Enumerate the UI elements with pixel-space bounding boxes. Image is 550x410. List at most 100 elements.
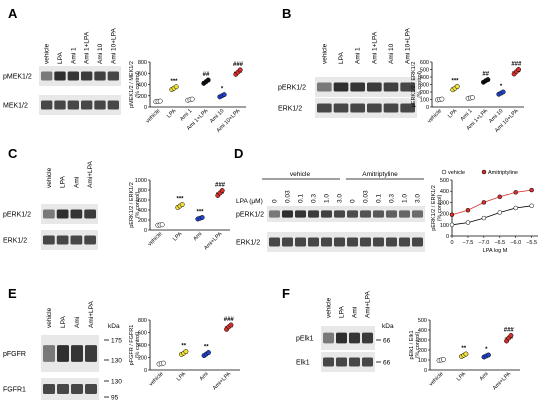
- lane-label: LPA: [57, 52, 64, 64]
- blot-band: [333, 82, 349, 92]
- y-tick-label: 400: [138, 343, 147, 349]
- kda-label: 95: [111, 395, 119, 402]
- data-point: [205, 77, 211, 83]
- lane-label-conc: 1.0: [402, 194, 409, 203]
- significance-label: **: [461, 346, 466, 352]
- blot-band: [67, 100, 79, 110]
- significance-label: ##: [203, 72, 210, 78]
- kda-label: 130: [111, 358, 122, 365]
- category-label: vehicle: [428, 371, 444, 387]
- panel-label-d: D: [234, 146, 243, 161]
- western-blots: vehicle LPA Ami 1 Ami 1+LPA Ami 10 Ami 10+LPA…: [3, 28, 425, 402]
- data-point: [463, 351, 469, 357]
- blot-band: [308, 210, 319, 218]
- significance-label: *: [485, 347, 488, 353]
- y-label-line: (% control): [417, 71, 423, 98]
- blot-band: [269, 210, 280, 218]
- blot-band: [70, 235, 83, 245]
- blot-band: [107, 100, 119, 110]
- category-label: vehicle: [148, 371, 164, 387]
- x-tick-label: −6.0: [510, 240, 521, 246]
- lane-label-conc: 0.3: [311, 194, 318, 203]
- blot-background: [41, 230, 98, 250]
- blot-band: [54, 100, 66, 110]
- lane-label: LPA: [339, 306, 346, 318]
- y-axis-label: pFGFR / FGFR1(% control): [129, 325, 141, 366]
- data-point: [465, 207, 471, 213]
- panel-label-e: E: [8, 286, 17, 301]
- data-point: [497, 210, 503, 215]
- legend-marker: [441, 169, 447, 175]
- lane-label-conc: 0: [272, 199, 279, 203]
- blot-band: [350, 82, 365, 92]
- blot-band: [107, 71, 119, 81]
- blot-background: [41, 204, 98, 224]
- blot-background: [41, 378, 99, 400]
- blot-band: [336, 357, 347, 367]
- blot-band: [295, 210, 306, 218]
- data-point: [516, 67, 521, 72]
- blot-band: [282, 237, 293, 247]
- category-label: LPA: [456, 371, 468, 383]
- lane-label-conc: 0.3: [389, 194, 396, 203]
- blot-band: [367, 103, 382, 113]
- lane-label: Ami 10+LPA: [405, 28, 412, 64]
- y-label-line: (% control): [135, 192, 141, 219]
- blot-band: [71, 345, 83, 362]
- y-tick-label: 600: [138, 71, 147, 77]
- significance-label: **: [204, 345, 209, 351]
- significance-label: ***: [451, 78, 459, 84]
- y-tick-label: 300: [440, 200, 449, 206]
- blot-band: [321, 210, 332, 218]
- blot-background: [321, 352, 375, 372]
- data-point: [500, 89, 506, 95]
- panel-label-c: C: [8, 146, 18, 161]
- significance-label: **: [181, 344, 186, 350]
- data-point: [237, 67, 243, 73]
- blot-band: [43, 235, 55, 245]
- lane-label: Ami 1+LPA: [84, 31, 91, 64]
- significance-label: ###: [224, 317, 235, 323]
- data-point: [173, 84, 179, 90]
- y-tick-label: 100: [440, 223, 449, 229]
- y-tick-label: 400: [420, 75, 429, 81]
- category-label: Ami: [199, 371, 210, 382]
- blot-band: [81, 100, 93, 110]
- lane-label: LPA: [338, 52, 345, 64]
- y-tick-label: 200: [138, 218, 147, 224]
- x-tick-label: −6.5: [494, 240, 505, 246]
- lane-label-conc: 0.03: [285, 190, 292, 203]
- y-tick-label: 400: [138, 83, 147, 89]
- blot-band: [362, 332, 373, 344]
- lane-label: LPA: [60, 176, 67, 188]
- y-tick-label: 800: [138, 60, 147, 66]
- blot-background: [315, 98, 417, 118]
- blot-band: [295, 237, 306, 247]
- blot-label: pERK1/2: [3, 212, 31, 219]
- data-point: [439, 96, 445, 102]
- significance-label: ##: [482, 72, 489, 78]
- y-label-line: (% control): [437, 195, 443, 222]
- blot-band: [399, 237, 410, 247]
- data-point: [513, 205, 518, 211]
- kda-label: 66: [383, 338, 391, 345]
- blot-band: [57, 345, 69, 362]
- significance-label: ###: [504, 328, 515, 334]
- blot-label: FGFR1: [3, 387, 26, 394]
- data-point: [465, 220, 471, 225]
- y-tick-label: 400: [138, 208, 147, 214]
- lane-label: vehicle: [46, 167, 53, 188]
- category-label: vehicle: [145, 108, 161, 124]
- lane-label: Ami 10: [97, 43, 104, 64]
- y-tick-label: 200: [418, 348, 427, 354]
- x-tick-label: 0: [450, 240, 453, 246]
- y-label-line: pERK1/2 / ERK1/2: [129, 182, 135, 228]
- blot-band: [43, 209, 55, 219]
- lane-label: vehicle: [321, 43, 328, 64]
- blot-band: [360, 237, 371, 247]
- blot-band: [334, 210, 345, 218]
- blot-background: [39, 95, 121, 115]
